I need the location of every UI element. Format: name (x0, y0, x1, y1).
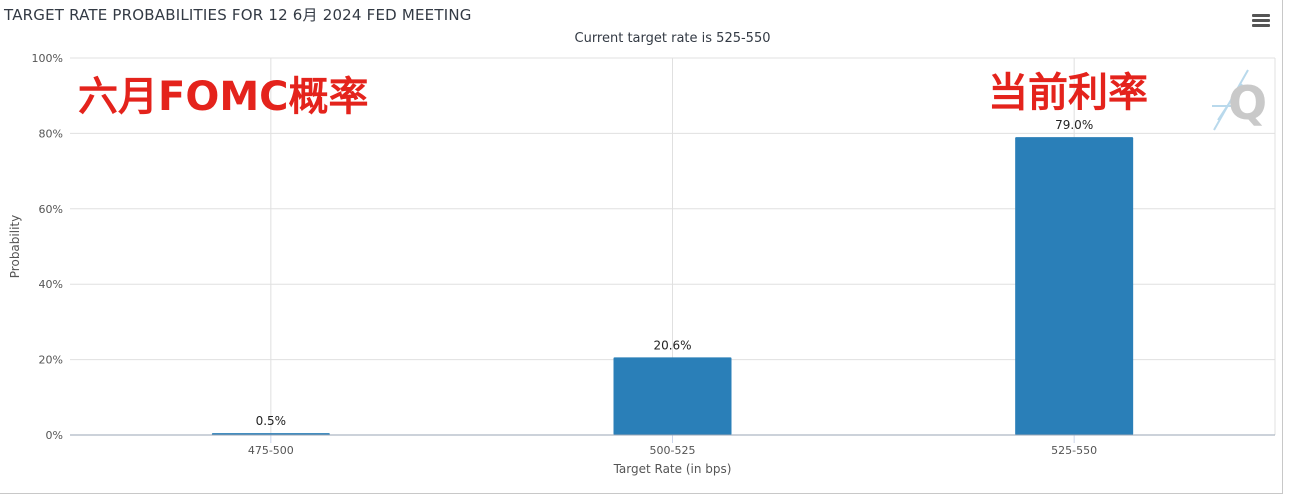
bar-500-525 (613, 357, 732, 435)
y-tick-label: 60% (39, 203, 63, 216)
x-tick-label: 475-500 (248, 444, 294, 457)
bar-525-550 (1015, 137, 1134, 436)
y-tick-label: 80% (39, 127, 63, 140)
hamburger-menu-icon[interactable] (1252, 14, 1270, 28)
chart-subtitle: Current target rate is 525-550 (575, 31, 771, 46)
annotation-current-rate: 当前利率 (988, 70, 1148, 116)
y-axis-title: Probability (8, 215, 22, 278)
quikstrike-watermark-logo: Q (1212, 66, 1268, 136)
x-tick-label: 500-525 (650, 444, 696, 457)
annotation-june-fomc-probability: 六月FOMC概率 (78, 74, 369, 120)
chart-title: TARGET RATE PROBABILITIES FOR 12 6月 2024… (4, 6, 472, 24)
x-tick-label: 525-550 (1051, 444, 1097, 457)
data-label: 0.5% (256, 414, 287, 428)
watermark-letter: Q (1228, 76, 1268, 130)
x-axis-title: Target Rate (in bps) (613, 462, 732, 476)
y-tick-label: 100% (32, 52, 63, 65)
y-tick-label: 0% (46, 429, 63, 442)
y-tick-label: 40% (39, 278, 63, 291)
data-label: 20.6% (653, 338, 691, 352)
y-tick-label: 20% (39, 354, 63, 367)
data-label: 79.0% (1055, 118, 1093, 132)
